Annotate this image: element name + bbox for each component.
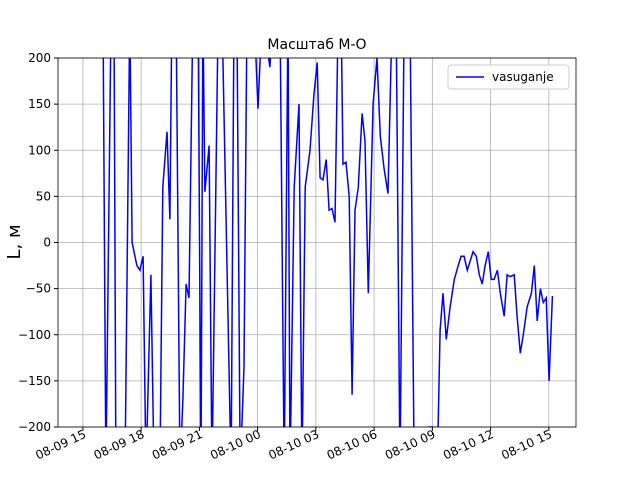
y-tick-label: −150 (18, 374, 51, 388)
y-tick-label: 50 (36, 189, 51, 203)
axes-frame (57, 57, 577, 428)
legend-label: vasuganje (492, 70, 554, 84)
y-axis-label: L, м (4, 224, 25, 259)
data-line (102, 58, 554, 427)
y-tick-label: −200 (18, 420, 51, 434)
y-tick-label: 200 (28, 51, 51, 65)
y-tick-label: 150 (28, 97, 51, 111)
legend-box (447, 64, 570, 90)
y-tick-label: 100 (28, 143, 51, 157)
chart-title: Масштаб М-О (267, 37, 366, 53)
y-tick-label: −50 (26, 282, 51, 296)
y-tick-label: −100 (18, 328, 51, 342)
y-tick-label: 0 (43, 236, 51, 250)
